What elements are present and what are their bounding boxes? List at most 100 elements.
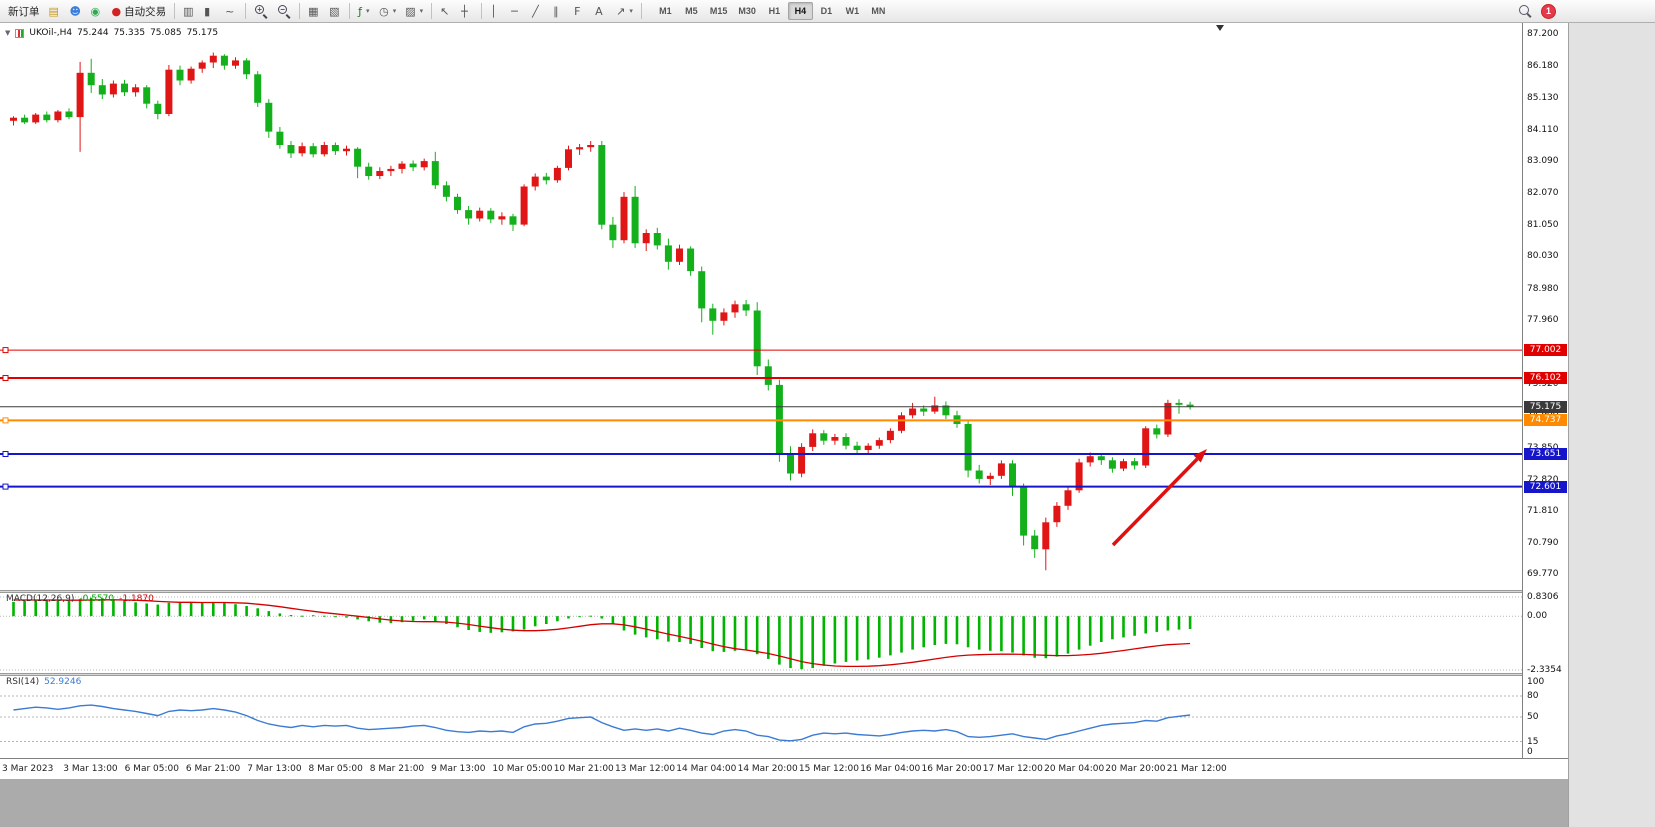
bar-chart-icon-icon: ▥ bbox=[183, 4, 194, 18]
rsi-scale-label: 80 bbox=[1527, 691, 1539, 701]
support-line-72601-tag: 72.601 bbox=[1524, 480, 1567, 493]
price-axis-label: 85.130 bbox=[1527, 93, 1559, 104]
time-axis-label: 14 Mar 20:00 bbox=[737, 764, 798, 774]
time-axis-label: 9 Mar 13:00 bbox=[431, 764, 486, 774]
chart-window bbox=[0, 23, 1568, 779]
time-axis-label: 7 Mar 13:00 bbox=[247, 764, 302, 774]
price-axis-label: 82.070 bbox=[1527, 188, 1559, 199]
tile-windows-button[interactable]: ▦ bbox=[304, 2, 324, 21]
macd-scale-label: 0.8306 bbox=[1527, 592, 1559, 602]
macd-main-value: -0.5570 bbox=[79, 594, 115, 604]
price-axis-label: 86.180 bbox=[1527, 60, 1559, 71]
cursor-icon: ↖ bbox=[440, 4, 450, 18]
price-axis-label: 84.110 bbox=[1527, 124, 1559, 135]
candlestick-chart-icon-button[interactable]: ▮ bbox=[200, 2, 220, 21]
vertical-line-button[interactable]: │ bbox=[486, 2, 506, 21]
arrows-button[interactable]: ↗ ▾ bbox=[612, 2, 637, 21]
time-axis-label: 8 Mar 05:00 bbox=[308, 764, 363, 774]
resistance-line-76102-tag: 76.102 bbox=[1524, 372, 1567, 385]
sound-icon-icon: ◉ bbox=[90, 4, 101, 18]
price-axis-label: 87.200 bbox=[1527, 29, 1559, 39]
rsi-panel-plot[interactable] bbox=[0, 676, 1522, 758]
auto-arrange-button[interactable]: ▧ bbox=[325, 2, 345, 21]
panel-separator-macd[interactable] bbox=[0, 590, 1568, 593]
charts-icon-icon: ▤ bbox=[48, 4, 59, 18]
new-order-button[interactable]: 新订单 bbox=[4, 2, 44, 21]
timeframe-m1-button[interactable]: M1 bbox=[653, 2, 678, 20]
timeframe-h1-button[interactable]: H1 bbox=[762, 2, 787, 20]
resistance-line-77002-handle[interactable] bbox=[2, 347, 9, 354]
price-axis-label: 81.050 bbox=[1527, 219, 1559, 230]
chevron-down-icon: ▾ bbox=[419, 8, 424, 15]
main-toolbar: 新订单 ▤ ☻ ◉ ● 自动交易 ▥ ▮ ~ + − ▦ ▧ ƒ ▾ ◷ ▾ ▨ ▾ ↖ ┼ │ ─ ╱ ∥ F A ↗ ▾ M1 M5 M… bbox=[0, 0, 1655, 23]
time-axis-label: 6 Mar 21:00 bbox=[185, 764, 241, 774]
current-price-line-tag: 75.175 bbox=[1524, 400, 1567, 413]
horizontal-line-icon: ─ bbox=[511, 4, 518, 18]
toolbar-separator bbox=[349, 3, 351, 19]
time-axis-label: 16 Mar 20:00 bbox=[921, 764, 982, 774]
price-axis-label: 69.770 bbox=[1527, 569, 1559, 580]
ohlc-high: 75.335 bbox=[113, 28, 146, 38]
search-icon[interactable] bbox=[1519, 4, 1532, 18]
time-axis-label: 8 Mar 21:00 bbox=[369, 764, 425, 774]
resistance-line-77002-tag: 77.002 bbox=[1524, 344, 1567, 357]
trendline-button[interactable]: ╱ bbox=[528, 2, 548, 21]
text-button[interactable]: A bbox=[591, 2, 611, 21]
rsi-value: 52.9246 bbox=[44, 677, 82, 687]
price-axis-label: 77.960 bbox=[1527, 315, 1559, 326]
time-axis-label: 3 Mar 2023 bbox=[2, 764, 54, 774]
sound-icon-button[interactable]: ◉ bbox=[87, 2, 107, 21]
resistance-line-76102-handle[interactable] bbox=[2, 375, 9, 381]
panel-separator-rsi[interactable] bbox=[0, 673, 1568, 676]
fibonacci-button[interactable]: F bbox=[570, 2, 590, 21]
cursor-button[interactable]: ↖ bbox=[436, 2, 456, 21]
periods-button[interactable]: ◷ ▾ bbox=[375, 2, 400, 21]
zoom-in-button[interactable]: + bbox=[250, 2, 272, 21]
macd-name: MACD(12,26,9) bbox=[6, 594, 75, 604]
rsi-scale-label: 50 bbox=[1527, 712, 1539, 722]
macd-signal-line bbox=[13, 599, 1191, 668]
rsi-line bbox=[13, 704, 1191, 742]
support-line-73651-handle[interactable] bbox=[2, 451, 9, 457]
crosshair-button[interactable]: ┼ bbox=[457, 2, 477, 21]
macd-scale-label: 0.00 bbox=[1527, 611, 1548, 622]
autotrading-button[interactable]: ● 自动交易 bbox=[108, 2, 171, 21]
timeframe-m30-button[interactable]: M30 bbox=[733, 2, 761, 20]
support-line-73651-tag: 73.651 bbox=[1524, 448, 1567, 461]
candlestick-chart-icon-icon: ▮ bbox=[204, 4, 211, 18]
indicators-button[interactable]: ƒ ▾ bbox=[354, 2, 374, 21]
one-click-trading-toggle[interactable]: ▼ bbox=[5, 29, 11, 37]
timeframe-mn-button[interactable]: MN bbox=[866, 2, 891, 20]
equidistant-channel-icon: ∥ bbox=[553, 4, 559, 18]
macd-label: MACD(12,26,9) -0.5570 -1.1870 bbox=[6, 594, 154, 604]
chart-title: UKOil-,H4 bbox=[29, 28, 73, 38]
trend-arrow-annotation[interactable] bbox=[1111, 449, 1207, 547]
timeframe-w1-button[interactable]: W1 bbox=[840, 2, 865, 20]
bar-chart-icon-button[interactable]: ▥ bbox=[179, 2, 199, 21]
pivot-line-74737-handle[interactable] bbox=[2, 417, 9, 424]
support-line-72601-handle[interactable] bbox=[2, 483, 9, 490]
timeframe-m15-button[interactable]: M15 bbox=[705, 2, 733, 20]
timeframe-toolbar: M1 M5 M15 M30 H1 H4 D1 W1 MN bbox=[653, 2, 891, 20]
timeframe-d1-button[interactable]: D1 bbox=[814, 2, 839, 20]
timeframe-h4-button[interactable]: H4 bbox=[787, 2, 813, 20]
charts-icon-button[interactable]: ▤ bbox=[45, 2, 65, 21]
equidistant-channel-button[interactable]: ∥ bbox=[549, 2, 569, 21]
zoom-out-button[interactable]: − bbox=[273, 2, 295, 21]
macd-panel-plot[interactable] bbox=[0, 593, 1522, 673]
toolbar-separator bbox=[174, 3, 176, 19]
templates-button[interactable]: ▨ ▾ bbox=[401, 2, 427, 21]
horizontal-line-button[interactable]: ─ bbox=[507, 2, 527, 21]
notification-badge[interactable]: 1 bbox=[1541, 3, 1556, 19]
price-axis-label: 72.820 bbox=[1527, 475, 1559, 485]
arrows-icon: ↗ bbox=[616, 4, 626, 18]
timeframe-m5-button[interactable]: M5 bbox=[679, 2, 704, 20]
right-panel-area bbox=[1568, 23, 1655, 827]
time-axis-label: 17 Mar 12:00 bbox=[982, 764, 1043, 774]
pivot-line-74737-tag: 74.737 bbox=[1524, 414, 1567, 427]
price-chart-plot[interactable] bbox=[0, 23, 1522, 590]
chart-shift-marker[interactable] bbox=[1216, 25, 1224, 31]
line-chart-icon-button[interactable]: ~ bbox=[221, 2, 241, 21]
community-icon-button[interactable]: ☻ bbox=[66, 2, 86, 21]
